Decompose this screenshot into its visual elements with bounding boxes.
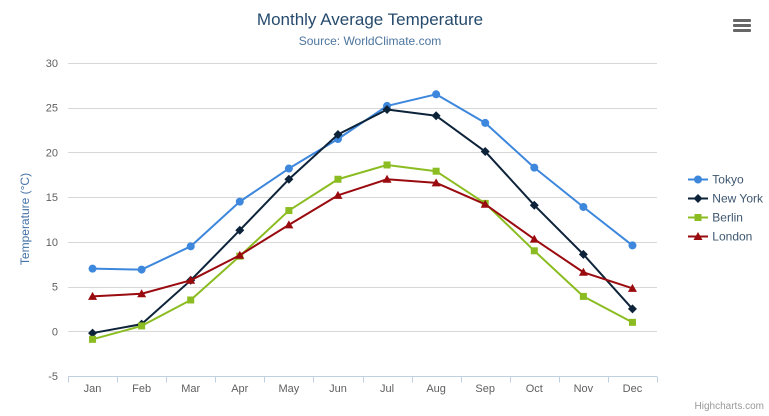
circle-marker [579, 202, 588, 211]
x-axis-label-Mar: Mar [181, 383, 200, 395]
series-line [91, 93, 634, 271]
triangle-marker [627, 283, 637, 292]
diamond-marker [480, 147, 490, 157]
diamond-marker [88, 328, 98, 338]
triangle-marker [578, 267, 588, 276]
series-tokyo [88, 90, 637, 274]
y-axis-title: Temperature (°C) [18, 172, 32, 266]
circle-marker [530, 163, 539, 172]
legend-label: New York [712, 191, 763, 206]
y-axis-label-30: 30 [46, 58, 58, 70]
hamburger-icon [733, 18, 751, 22]
square-marker [530, 247, 538, 255]
diamond-marker [578, 249, 588, 259]
legend-item-london[interactable]: London [688, 230, 763, 244]
circle-marker [481, 118, 490, 127]
x-axis-label-Jul: Jul [380, 383, 394, 395]
series-new-york [88, 105, 637, 338]
diamond-marker [333, 130, 343, 140]
highcharts-credit-link[interactable]: Highcharts.com [694, 401, 764, 412]
circle-marker [137, 265, 146, 274]
x-axis-label-Dec: Dec [623, 383, 643, 395]
x-axis-label-Nov: Nov [574, 383, 594, 395]
square-marker [432, 167, 440, 175]
triangle-marker [529, 234, 539, 243]
circle-marker [432, 90, 441, 99]
square-marker [579, 292, 587, 300]
circle-legend-icon [688, 175, 709, 184]
triangle-legend-icon [688, 232, 709, 240]
triangle-marker [88, 291, 98, 300]
square-marker [694, 214, 702, 221]
triangle-marker [186, 275, 196, 284]
diamond-marker [529, 200, 539, 210]
x-axis-label-Apr: Apr [231, 383, 248, 395]
circle-marker [88, 264, 97, 273]
y-axis-label-20: 20 [46, 147, 58, 159]
y-axis-label-5: 5 [52, 282, 58, 294]
series-line [91, 178, 634, 298]
y-axis-label-0: 0 [52, 326, 58, 338]
y-axis-label-15: 15 [46, 192, 58, 204]
square-marker [285, 207, 293, 215]
circle-marker [694, 175, 703, 184]
square-marker [334, 175, 342, 183]
triangle-marker [382, 174, 392, 183]
triangle-marker [333, 190, 343, 199]
x-axis-label-Jun: Jun [329, 383, 347, 395]
legend: Tokyo New York Berlin London [688, 173, 763, 244]
triangle-marker [431, 178, 441, 187]
diamond-marker [693, 194, 703, 203]
square-marker [89, 335, 97, 343]
diamond-marker [284, 174, 294, 184]
legend-label: London [712, 229, 753, 244]
square-marker [187, 296, 195, 304]
circle-marker [628, 241, 637, 250]
triangle-marker [284, 220, 294, 229]
square-legend-icon [688, 214, 709, 221]
series-line [91, 163, 634, 341]
legend-label: Tokyo [712, 172, 744, 187]
series-line [91, 108, 634, 335]
square-marker [628, 318, 636, 326]
triangle-marker [693, 232, 703, 240]
legend-item-berlin[interactable]: Berlin [688, 211, 763, 225]
y-axis-label-25: 25 [46, 103, 58, 115]
y-axis-label-10: 10 [46, 237, 58, 249]
circle-marker [186, 242, 195, 251]
legend-label: Berlin [712, 210, 743, 225]
x-axis-label-Jan: Jan [84, 383, 102, 395]
diamond-marker [627, 304, 637, 314]
circle-marker [284, 164, 293, 173]
series-london [88, 174, 637, 300]
chart-title: Monthly Average Temperature [256, 10, 484, 29]
triangle-marker [235, 250, 245, 259]
export-menu-button[interactable] [730, 14, 754, 36]
triangle-marker [137, 289, 147, 298]
x-axis-label-Aug: Aug [426, 383, 446, 395]
diamond-marker [431, 111, 441, 121]
square-marker [138, 322, 146, 330]
x-axis-label-May: May [278, 383, 299, 395]
legend-item-new-york[interactable]: New York [688, 192, 763, 206]
x-axis-label-Sep: Sep [475, 383, 495, 395]
chart-subtitle: Source: WorldClimate.com [298, 34, 442, 48]
x-axis-label-Feb: Feb [132, 383, 151, 395]
diamond-marker [235, 225, 245, 235]
circle-marker [235, 197, 244, 206]
triangle-marker [480, 199, 490, 208]
square-marker [383, 161, 391, 169]
x-axis-label-Oct: Oct [526, 383, 543, 395]
diamond-marker [382, 105, 392, 115]
y-axis-label--5: -5 [48, 371, 58, 383]
diamond-legend-icon [688, 194, 709, 203]
legend-item-tokyo[interactable]: Tokyo [688, 173, 763, 187]
